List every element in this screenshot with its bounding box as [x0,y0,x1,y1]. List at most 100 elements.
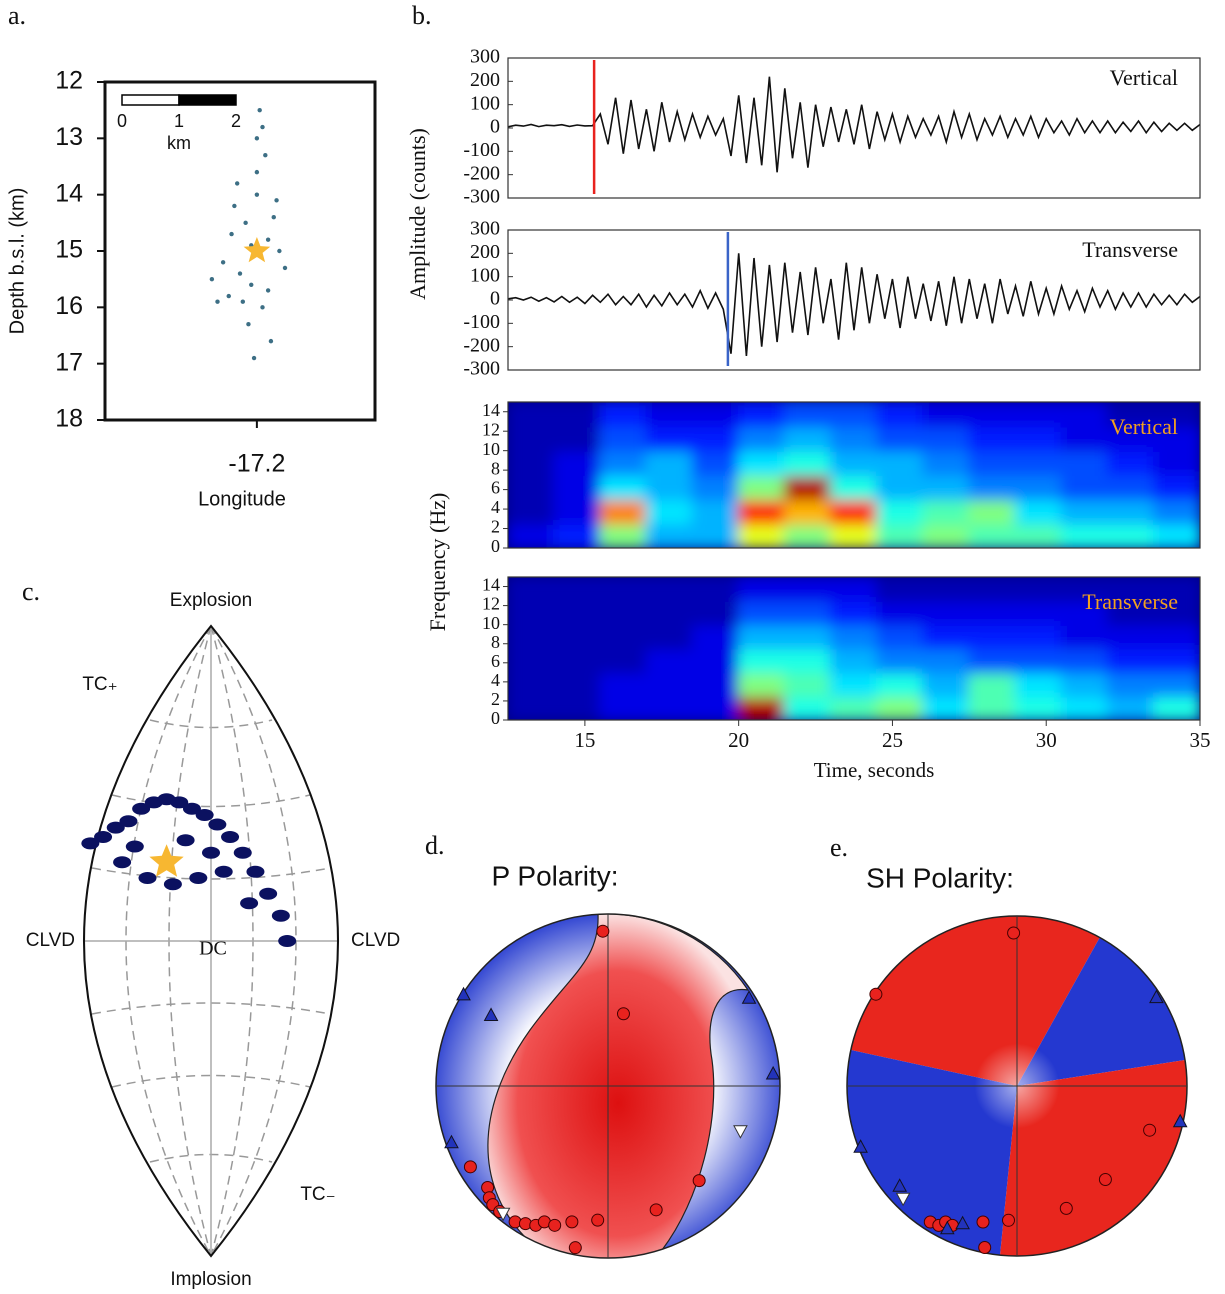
point [132,802,151,815]
polarity-marker [853,1139,868,1153]
y-tick-label: -100 [463,311,500,333]
polarity-marker [463,1160,477,1174]
waveform [507,253,1201,357]
heatmap-cell [876,474,925,501]
polarity-marker [483,1007,499,1021]
panel-label: b. [412,1,432,30]
point [282,265,288,271]
heatmap-cell [737,647,786,674]
heatmap-cell [599,402,648,428]
heatmap-cell [876,425,925,452]
heatmap-cell [1060,498,1109,525]
heatmap-cell [508,474,556,501]
point [170,796,189,809]
heatmap-cell [645,402,694,428]
heatmap-cell [922,599,971,626]
y-tick-label: 2 [491,689,500,709]
point [260,305,265,310]
heatmap-cell [737,577,786,602]
polarity-marker [1059,1201,1073,1215]
point [125,840,144,853]
panel-label: d. [425,831,445,860]
star [243,237,271,263]
y-tick-label: 0 [491,536,500,556]
heatmap-cell [1106,449,1155,476]
heatmap-cell [691,449,740,476]
scale-bar-unit: km [167,133,191,153]
heatmap-cell [1106,402,1155,428]
heatmap-cell [783,474,832,501]
scale-bar-label: 0 [117,111,127,131]
heatmap-cell [1152,425,1200,452]
heatmap-cell [599,599,648,626]
y-tick-label: 8 [491,458,500,478]
polarity-marker [1002,1213,1015,1227]
heatmap-cell [922,449,971,476]
heatmap-cell [553,449,602,476]
heatmap-cell [876,647,925,674]
y-tick-label: -300 [463,358,500,380]
waveform [507,76,1201,173]
point [246,865,265,878]
point [240,897,259,910]
y-tick-label: 18 [55,405,83,433]
heatmap-cell [1014,402,1063,428]
y-tick-label: 16 [55,292,83,320]
hudson-label: TC₊ [82,674,117,695]
heatmap-cell [1106,522,1155,548]
heatmap-cell [645,449,694,476]
heatmap-cell [1152,474,1200,501]
heatmap-cell [691,425,740,452]
heatmap-cell [876,623,925,650]
heatmap-cell [1152,695,1200,720]
heatmap-cell [1152,623,1200,650]
heatmap [508,577,1200,720]
polarity-marker [895,1192,911,1207]
hudson-label: DC [199,938,227,960]
heatmap-cell [1152,498,1200,525]
heatmap [508,402,1200,548]
heatmap-cell [1060,449,1109,476]
point [214,865,233,878]
y-tick-label: 200 [470,69,500,91]
polarity-marker [568,1241,582,1255]
x-tick-label: -17.2 [228,450,285,478]
polarity-marker [869,987,883,1001]
annotation: Transverse [1082,237,1178,262]
y-tick-label: 100 [470,264,500,286]
heatmap-cell [508,425,556,452]
polarity-marker [1007,926,1021,940]
heatmap-cell [876,449,925,476]
heatmap-cell [599,671,648,698]
heatmap-cell [876,671,925,698]
heatmap-cell [922,671,971,698]
heatmap-cell [508,695,556,720]
heatmap-cell [1060,402,1109,428]
y-tick-label: 0 [490,116,500,138]
polarity-marker [733,1125,748,1139]
heatmap-cell [553,474,602,501]
annotation: Vertical [1110,65,1178,90]
heatmap-cell [968,425,1017,452]
heatmap-cell [1060,671,1109,698]
heatmap-cell [783,577,832,602]
heatmap-cell [737,474,786,501]
heatmap-cell [783,522,832,548]
heatmap-cell [645,474,694,501]
point [202,846,220,859]
y-tick-label: 100 [470,92,500,114]
heatmap-cell [1060,623,1109,650]
heatmap-cell [829,577,879,602]
heatmap-cell [968,498,1017,525]
frame [507,576,1201,721]
heatmap-cell [737,498,786,525]
point [259,887,278,900]
heatmap-cell [508,498,556,525]
heatmap-cell [508,449,556,476]
heatmap-cell [922,647,971,674]
y-tick-label: 15 [55,236,83,264]
heatmap-cell [553,623,602,650]
heatmap-cell [691,522,740,548]
heatmap-cell [1152,599,1200,626]
heatmap-cell [968,577,1017,602]
